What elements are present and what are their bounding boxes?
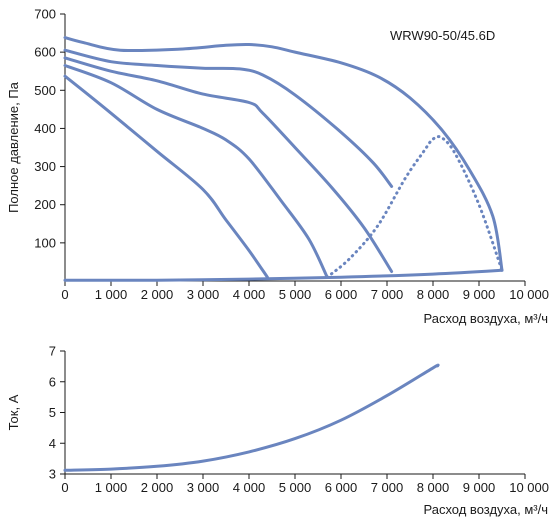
pressure-y-tick-label: 200 [34, 197, 56, 212]
current-x-tick-label: 3 000 [187, 480, 220, 495]
current-x-tick-label: 1 000 [95, 480, 128, 495]
pressure-chart: 100 200 300 400 500 600 700 0 1 000 2 000 3 000 4 0… [6, 7, 549, 327]
current-x-tick-label: 6 000 [325, 480, 358, 495]
pressure-y-tick-label: 300 [34, 159, 56, 174]
current-y-tick-label: 5 [49, 405, 56, 420]
pressure-x-tick-label: 6 000 [325, 287, 358, 302]
current-y-tick-label: 4 [49, 436, 56, 451]
pressure-series-line-6 [63, 268, 504, 282]
pressure-x-tick-label: 7 000 [371, 287, 404, 302]
pressure-x-tick-label: 9 000 [463, 287, 496, 302]
pressure-y-tick-label: 600 [34, 45, 56, 60]
current-x-tick-label: 4 000 [233, 480, 266, 495]
pressure-x-axis-label: Расход воздуха, м³/ч [423, 311, 548, 326]
current-x-tick-label: 7 000 [371, 480, 404, 495]
pressure-x-tick-label: 8 000 [417, 287, 450, 302]
current-x-tick-label: 2 000 [141, 480, 174, 495]
pressure-series-line-4 [63, 64, 329, 279]
current-x-axis-label: Расход воздуха, м³/ч [423, 502, 548, 517]
pressure-y-tick-label: 500 [34, 83, 56, 98]
model-label: WRW90-50/45.6D [390, 28, 495, 43]
pressure-series-line-5 [63, 74, 269, 279]
pressure-y-tick-label: 100 [34, 235, 56, 250]
current-x-tick-label: 0 [61, 480, 68, 495]
pressure-x-tick-label: 0 [61, 287, 68, 302]
current-y-tick-label: 7 [49, 344, 56, 359]
current-x-tick-label: 10 000 [509, 480, 549, 495]
pressure-y-axis-label: Полное давление, Па [6, 81, 21, 213]
current-series-line-1 [63, 363, 440, 472]
current-x-tick-label: 9 000 [463, 480, 496, 495]
pressure-series-line-1 [63, 36, 504, 272]
current-x-tick-label: 8 000 [417, 480, 450, 495]
current-x-tick-label: 5 000 [279, 480, 312, 495]
current-chart: 3 4 5 6 7 0 1 000 2 000 3 000 4 000 5 000 6 000 7 00… [6, 344, 549, 518]
pressure-x-tick-label: 4 000 [233, 287, 266, 302]
pressure-x-tick-label: 1 000 [95, 287, 128, 302]
pressure-boundary-curve [325, 135, 504, 279]
pressure-x-tick-label: 2 000 [141, 287, 174, 302]
pressure-x-tick-label: 10 000 [509, 287, 549, 302]
current-y-axis-label: Ток, А [6, 394, 21, 430]
pressure-y-tick-label: 700 [34, 7, 56, 22]
pressure-x-tick-label: 3 000 [187, 287, 220, 302]
pressure-series-line-2 [63, 48, 394, 188]
current-y-tick-label: 3 [49, 467, 56, 482]
pressure-x-tick-label: 5 000 [279, 287, 312, 302]
pressure-series-line-3 [63, 56, 394, 273]
current-y-tick-label: 6 [49, 374, 56, 389]
pressure-y-tick-label: 400 [34, 121, 56, 136]
